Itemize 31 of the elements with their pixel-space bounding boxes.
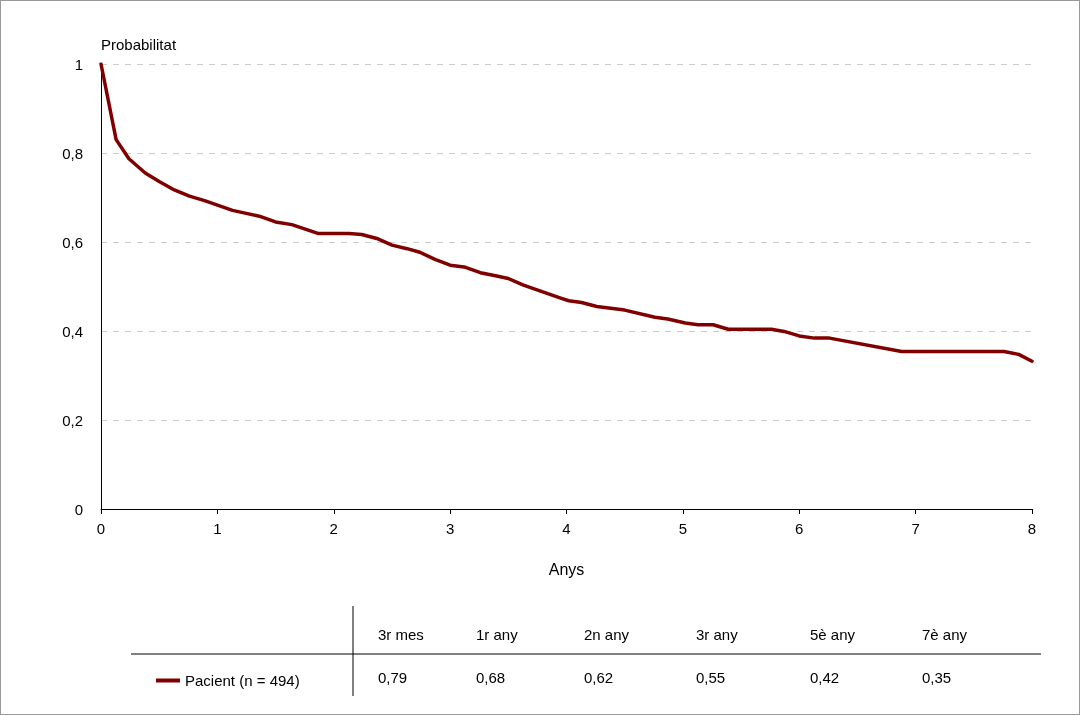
x-tick-label: 0: [96, 520, 106, 537]
text: 0,35: [922, 669, 952, 686]
x-tick-label: 2: [329, 520, 338, 537]
text: 2n any: [583, 626, 630, 643]
x-tick-label: 5: [678, 520, 688, 537]
text: 5è any: [809, 626, 856, 643]
y-tick-label: 0,2: [62, 411, 83, 429]
text: 0,68: [476, 669, 506, 686]
y-tick-label: 0: [74, 500, 83, 518]
text: 0,79: [378, 669, 408, 686]
text: 0,42: [810, 669, 840, 686]
x-tick-label: 4: [562, 520, 571, 537]
text: 0,62: [584, 669, 614, 686]
text: 3r mes: [378, 626, 424, 643]
x-tick-label: 7: [911, 520, 920, 537]
x-axis-title: Anys: [548, 560, 585, 578]
text: 3r any: [695, 626, 739, 643]
y-tick-label: 0,6: [62, 233, 83, 251]
y-tick-label: 1: [74, 55, 83, 73]
y-tick-label: 0,4: [62, 322, 83, 340]
line-series: [99, 62, 1034, 364]
text: 7è any: [921, 626, 968, 643]
x-tick-label: 1: [213, 520, 222, 537]
text: 0,55: [696, 669, 726, 686]
x-tick-label: 6: [795, 520, 804, 537]
x-tick-label: 3: [445, 520, 455, 537]
x-tick-label: 8: [1027, 520, 1037, 537]
y-axis-title: Probabilitat: [101, 36, 177, 53]
y-tick-label: 0,8: [62, 144, 83, 162]
legend-label: Pacient (n = 494): [185, 672, 300, 689]
text: 1r any: [475, 626, 519, 643]
